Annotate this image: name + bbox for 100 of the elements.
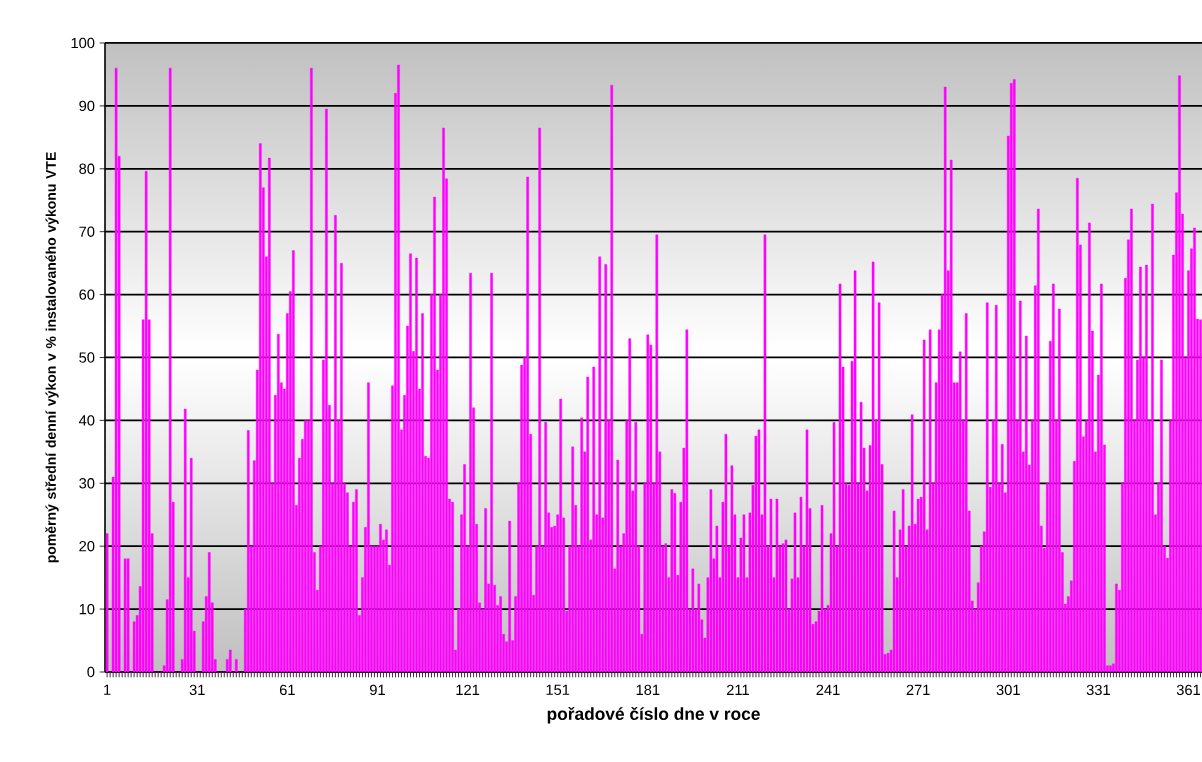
x-tick-label: 181 [636,684,660,696]
bar [310,67,313,673]
bar [463,464,466,673]
bar [763,234,767,673]
x-tick-label: 1 [104,684,111,695]
x-tick-label: 301 [996,684,1020,696]
bar [646,334,650,673]
bar [742,514,746,673]
bar [1193,227,1196,673]
bar [901,489,905,673]
bar [559,398,562,673]
bar [1000,444,1004,673]
bar [871,261,875,673]
bar [805,429,809,673]
bar [685,329,689,673]
bar [1009,83,1013,673]
bar [958,351,962,673]
x-tick-label: 361 [1176,684,1201,696]
bar [1019,300,1022,673]
bar [670,489,674,673]
y-tick-label: 30 [79,478,95,489]
bar [490,273,493,673]
y-tick-label: 40 [78,415,95,426]
bar [949,159,953,673]
bar [325,108,328,673]
bar [616,459,620,673]
bar [228,649,232,673]
bar [1130,208,1133,673]
bar [628,338,632,673]
bar [538,127,541,673]
x-tick-label: 241 [816,684,840,695]
bar [144,171,148,673]
bar [1012,79,1016,673]
bar [820,505,824,673]
bar [994,305,998,673]
bar [168,67,172,673]
bar [544,422,547,673]
x-tick-label: 61 [279,684,295,696]
bar [373,545,376,673]
bar [586,376,590,673]
y-tick-label: 10 [79,603,95,615]
bar [234,659,238,673]
y-tick-label: 100 [71,37,95,49]
bar [910,414,914,673]
x-tick-label: 151 [546,684,570,695]
bar [355,489,358,673]
bar [415,257,418,673]
bar [775,498,779,673]
y-tick-label: 0 [87,666,95,678]
bar [730,465,734,673]
bar [892,510,896,673]
bar [877,302,881,673]
bar [709,489,713,673]
bar [304,420,307,673]
bar [1145,264,1148,673]
x-tick-label: 331 [1086,684,1110,696]
bar [592,366,596,673]
bar [943,86,947,673]
bar [838,283,842,673]
x-axis-title: pořadové číslo dne v roce [547,706,760,724]
bar [526,176,529,673]
bar [1160,359,1163,673]
y-axis-title: poměrný střední denní výkon v % instalovaného výkonu VTE [45,152,59,563]
bar [604,264,608,673]
bar [769,498,773,673]
bar [598,256,602,673]
bar [367,382,370,673]
bar [1076,178,1079,673]
bar [757,429,761,673]
bar [571,446,574,673]
x-tick-label: 121 [456,684,480,695]
bar [1139,266,1142,673]
bar [334,215,337,673]
bar [385,529,388,673]
y-tick-label: 80 [79,163,95,174]
bar [781,543,785,673]
y-tick-label: 70 [79,226,95,237]
bar [421,313,424,673]
bar [247,430,250,673]
x-tick-label: 91 [369,684,385,696]
bar [784,539,788,673]
bar [451,501,454,673]
bar [105,533,109,673]
bar [277,334,280,673]
bar [673,493,677,673]
bar [799,496,803,673]
bar [1151,203,1154,673]
bar [1025,335,1028,673]
bar [259,143,262,673]
bar [634,422,638,673]
bar [1037,208,1040,673]
bar [964,313,968,673]
bar [691,568,695,673]
bar [916,498,920,673]
bar [985,302,989,673]
bar [1100,283,1103,673]
y-tick-label: 90 [79,100,95,112]
bar [580,417,583,673]
bar [114,67,118,673]
bar [207,552,211,673]
